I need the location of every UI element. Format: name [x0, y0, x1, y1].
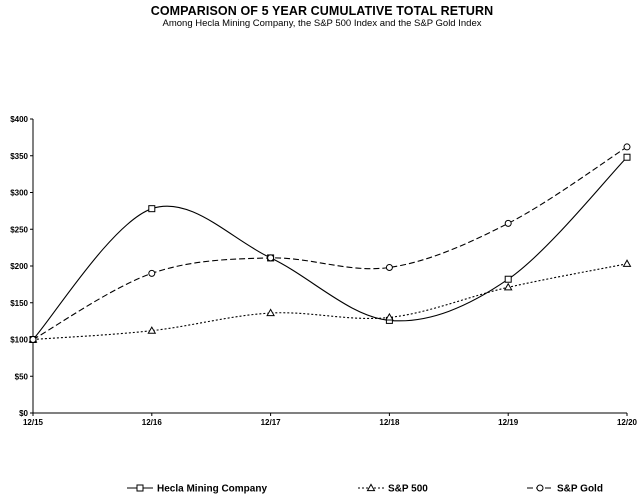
y-tick-label: $400 [10, 115, 28, 124]
series-square [29, 153, 631, 343]
data-point [148, 269, 156, 277]
y-tick-label: $350 [10, 152, 28, 161]
data-point [385, 312, 394, 321]
x-tick-label: 12/15 [23, 418, 44, 427]
x-tick-label: 12/16 [142, 418, 163, 427]
chart-title: COMPARISON OF 5 YEAR CUMULATIVE TOTAL RE… [150, 4, 494, 18]
chart-subtitle: Among Hecla Mining Company, the S&P 500 … [162, 18, 482, 29]
legend-item: S&P Gold [527, 484, 603, 495]
legend: Hecla Mining Company S&P 500 S&P Gold [127, 483, 603, 495]
legend-label: S&P Gold [557, 484, 603, 495]
series-circle [29, 143, 631, 343]
data-point [147, 326, 157, 334]
y-tick-label: $300 [10, 189, 28, 198]
series-line [32, 263, 628, 341]
legend-label: S&P 500 [388, 484, 428, 495]
data-point [504, 275, 512, 283]
y-tick-label: $200 [10, 262, 28, 271]
data-point [385, 263, 393, 271]
series-line [32, 146, 628, 340]
data-point [503, 282, 513, 291]
data-point [622, 259, 632, 267]
legend-marker [366, 483, 376, 492]
y-tick-label: $50 [15, 372, 29, 381]
data-point [148, 205, 156, 213]
legend-marker [536, 484, 544, 492]
x-tick-label: 12/20 [617, 418, 638, 427]
y-tick-label: $100 [10, 336, 28, 345]
series-layer [28, 143, 632, 343]
data-point [29, 336, 37, 343]
series-line [32, 156, 628, 340]
x-tick-label: 12/18 [379, 418, 400, 427]
y-tick-label: $250 [10, 225, 28, 234]
x-tick-label: 12/17 [261, 418, 282, 427]
data-point [623, 143, 631, 151]
legend-item: S&P 500 [358, 483, 428, 495]
x-tick-label: 12/19 [498, 418, 519, 427]
data-point [623, 153, 631, 161]
legend-marker [136, 484, 144, 492]
legend-label: Hecla Mining Company [157, 484, 267, 495]
axes: $0 $50 $100 $150 $200 $250 $300 $350 $400 12/15 12… [10, 115, 637, 427]
y-tick-label: $0 [19, 409, 28, 418]
y-tick-label: $150 [10, 299, 28, 308]
data-point [266, 308, 275, 317]
series-triangle [28, 259, 632, 343]
data-point [267, 254, 275, 262]
data-point [504, 219, 512, 227]
legend-item: Hecla Mining Company [127, 484, 267, 495]
